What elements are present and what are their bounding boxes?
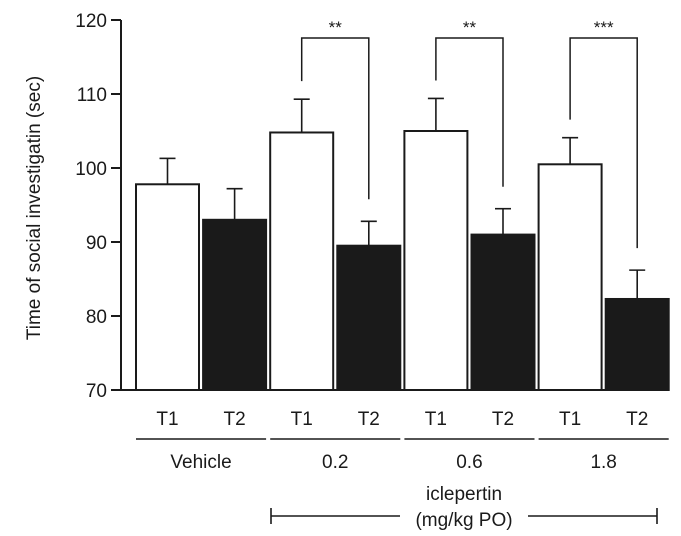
significance-label: ** [329,18,343,37]
drug-label-line1: iclepertin [426,484,502,505]
category-label: T1 [291,409,313,430]
group-labels: Vehicle 0.2 0.6 1.8 [136,438,669,473]
bar [470,233,536,391]
bar [269,131,335,391]
significance-bracket [300,37,370,200]
bar [202,218,268,391]
drug-label-line2: (mg/kg PO) [415,510,512,531]
error-bars [159,97,646,299]
significance-bracket [569,37,638,249]
y-tick-label: 100 [75,159,107,180]
category-label: T1 [425,409,447,430]
group-label: 0.2 [322,452,348,473]
bar [537,163,603,391]
y-tick-label: 80 [86,307,107,328]
bar [403,130,469,391]
bar [336,244,402,391]
category-label: T1 [559,409,581,430]
category-label: T2 [626,409,648,430]
category-label: T2 [224,409,246,430]
significance-label: *** [594,18,614,37]
y-tick-label: 70 [86,381,107,402]
category-label: T2 [358,409,380,430]
category-label: T2 [492,409,514,430]
group-label: 0.6 [456,452,482,473]
category-label: T1 [156,409,178,430]
bar [135,183,200,391]
group-label: 1.8 [590,452,616,473]
y-tick-label: 110 [77,85,107,106]
bars [135,130,670,392]
y-tick-label: 90 [86,233,107,254]
y-axis: 70 80 90 100 110 120 [75,11,122,402]
significance-label: ** [463,18,477,37]
category-labels: T1 T2 T1 T2 T1 T2 T1 T2 [156,409,648,430]
bar [604,297,670,392]
group-label: Vehicle [170,452,231,473]
significance-brackets: ** ** *** [300,18,638,249]
drug-bracket: iclepertin (mg/kg PO) [270,484,658,531]
significance-bracket [435,37,504,187]
y-tick-label: 120 [75,11,107,32]
y-axis-label: Time of social investigatin (sec) [24,76,45,340]
